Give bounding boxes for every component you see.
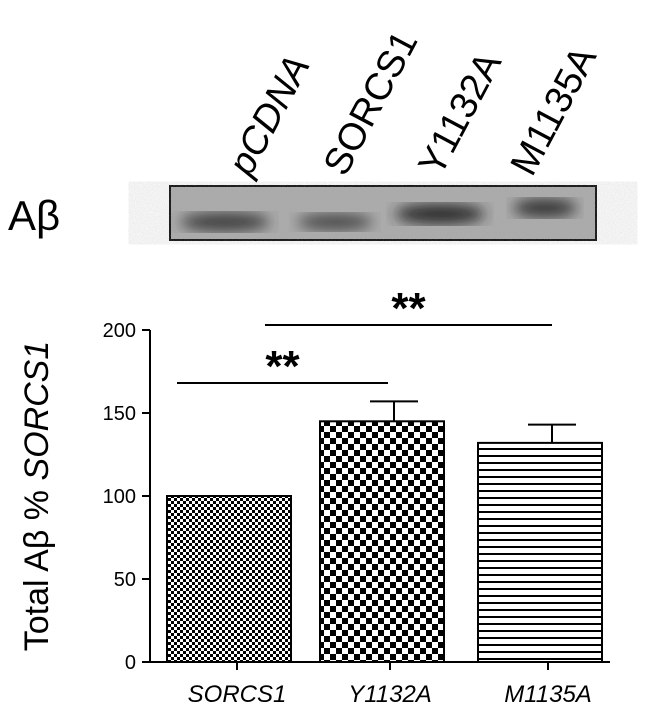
y-tick-label: 50 [114,569,136,591]
y-tick-label: 200 [103,320,136,342]
lane-label: M1135A [503,39,606,182]
blot [169,185,597,241]
y-tick-label: 0 [125,652,136,674]
blot-label: Aβ [8,192,60,239]
bar [166,495,292,663]
x-tick-label: M1135A [504,681,592,708]
significance-label: ** [391,284,426,333]
y-label-part: SORCS1 [18,341,56,481]
lane-label: pCDNA [220,49,318,183]
x-tick-label: Y1132A [348,681,432,708]
y-label-part: Total Aβ % [18,481,56,652]
x-tick-label: SORCS1 [188,681,287,708]
y-tick-label: 150 [103,403,136,425]
bar [477,441,603,663]
y-axis-label: Total Aβ % SORCS1 [18,341,56,652]
significance-label: ** [265,342,300,391]
lane-label: SORCS1 [316,25,426,183]
y-tick-label: 100 [103,486,136,508]
bar [319,420,445,663]
lane-label: Y1132A [411,45,511,182]
